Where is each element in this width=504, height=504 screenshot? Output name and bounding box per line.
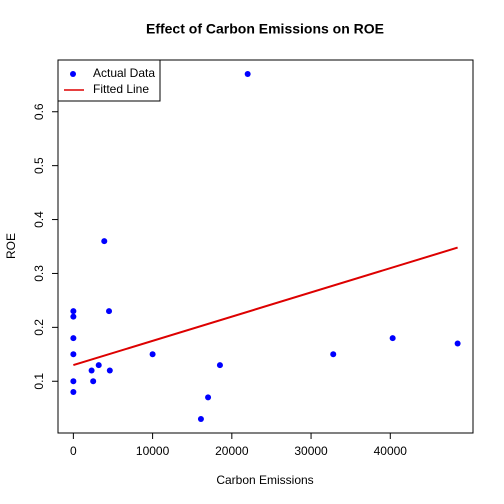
x-tick-label: 0 xyxy=(70,444,77,458)
legend-symbol xyxy=(70,71,76,77)
data-point xyxy=(389,335,396,342)
x-axis-title: Carbon Emissions xyxy=(216,473,313,487)
x-tick-label: 30000 xyxy=(294,444,328,458)
data-point xyxy=(244,71,251,78)
legend-label: Actual Data xyxy=(93,66,155,80)
y-tick-label: 0.3 xyxy=(32,265,46,282)
data-point xyxy=(70,378,77,385)
y-tick-label: 0.2 xyxy=(32,319,46,336)
data-point xyxy=(95,362,102,369)
chart-title: Effect of Carbon Emissions on ROE xyxy=(146,21,384,37)
data-point xyxy=(106,308,113,315)
y-axis-title: ROE xyxy=(4,233,18,259)
data-point xyxy=(88,367,95,374)
data-point xyxy=(216,362,223,369)
x-tick-label: 40000 xyxy=(374,444,408,458)
data-point xyxy=(149,351,156,358)
plot-frame xyxy=(57,59,474,434)
data-point xyxy=(330,351,337,358)
y-tick-label: 0.5 xyxy=(32,157,46,174)
x-tick-label: 20000 xyxy=(215,444,249,458)
data-point xyxy=(70,351,77,358)
y-tick-label: 0.6 xyxy=(32,103,46,120)
data-point xyxy=(454,340,461,347)
data-point xyxy=(70,308,77,315)
data-point xyxy=(70,313,77,320)
data-point xyxy=(90,378,97,385)
data-point xyxy=(205,394,212,401)
x-tick-label: 10000 xyxy=(136,444,170,458)
fitted-line xyxy=(73,246,458,367)
legend-label: Fitted Line xyxy=(93,82,149,96)
data-point xyxy=(101,238,108,245)
legend-box xyxy=(57,59,161,102)
y-tick-label: 0.4 xyxy=(32,211,46,228)
data-point xyxy=(106,367,113,374)
data-point xyxy=(70,335,77,342)
data-point xyxy=(70,389,77,396)
y-tick-label: 0.1 xyxy=(32,373,46,390)
data-point xyxy=(197,415,204,422)
